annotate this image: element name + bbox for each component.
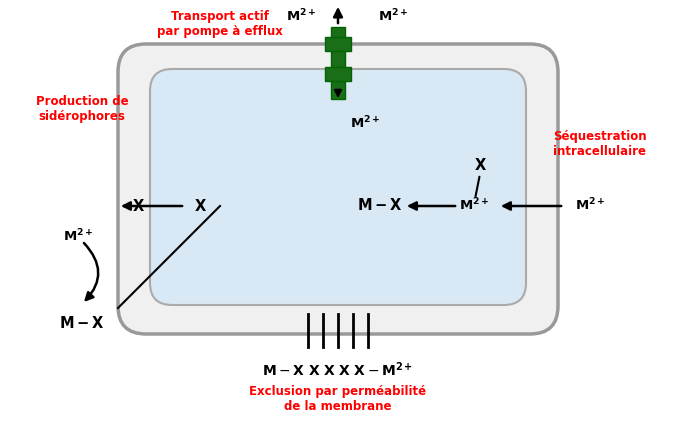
Text: Exclusion par perméabilité
de la membrane: Exclusion par perméabilité de la membran… [249, 384, 426, 412]
Bar [331, 28, 345, 100]
Text: Production de
sidérophores: Production de sidérophores [36, 95, 128, 123]
Text: Séquestration
intracellulaire: Séquestration intracellulaire [553, 130, 647, 158]
Text: $\mathbf{M}-\mathbf{X}\ \mathbf{X}\ \mathbf{X}\ \mathbf{X}\ \mathbf{X}-\mathbf{M: $\mathbf{M}-\mathbf{X}\ \mathbf{X}\ \mat… [263, 359, 414, 378]
Text: $\mathbf{M^{2+}}$: $\mathbf{M^{2+}}$ [63, 227, 93, 244]
Text: $\mathbf{M^{2+}}$: $\mathbf{M^{2+}}$ [286, 8, 316, 25]
Text: $\mathbf{M^{2+}}$: $\mathbf{M^{2+}}$ [459, 196, 489, 213]
Text: X: X [475, 157, 485, 172]
Text: X: X [132, 199, 144, 214]
Text: $\mathbf{M^{2+}}$: $\mathbf{M^{2+}}$ [350, 115, 380, 131]
Text: $\mathbf{M-X}$: $\mathbf{M-X}$ [357, 196, 403, 213]
Bar [325, 68, 351, 82]
Text: Transport actif
par pompe à efflux: Transport actif par pompe à efflux [157, 10, 283, 38]
Text: $\mathbf{M^{2+}}$: $\mathbf{M^{2+}}$ [378, 8, 408, 25]
FancyBboxPatch shape [118, 45, 558, 334]
Text: $\mathbf{M^{2+}}$: $\mathbf{M^{2+}}$ [575, 196, 605, 213]
Text: $\mathbf{M-X}$: $\mathbf{M-X}$ [59, 314, 105, 330]
Text: X: X [194, 199, 206, 214]
FancyBboxPatch shape [150, 70, 526, 305]
Bar [325, 38, 351, 52]
